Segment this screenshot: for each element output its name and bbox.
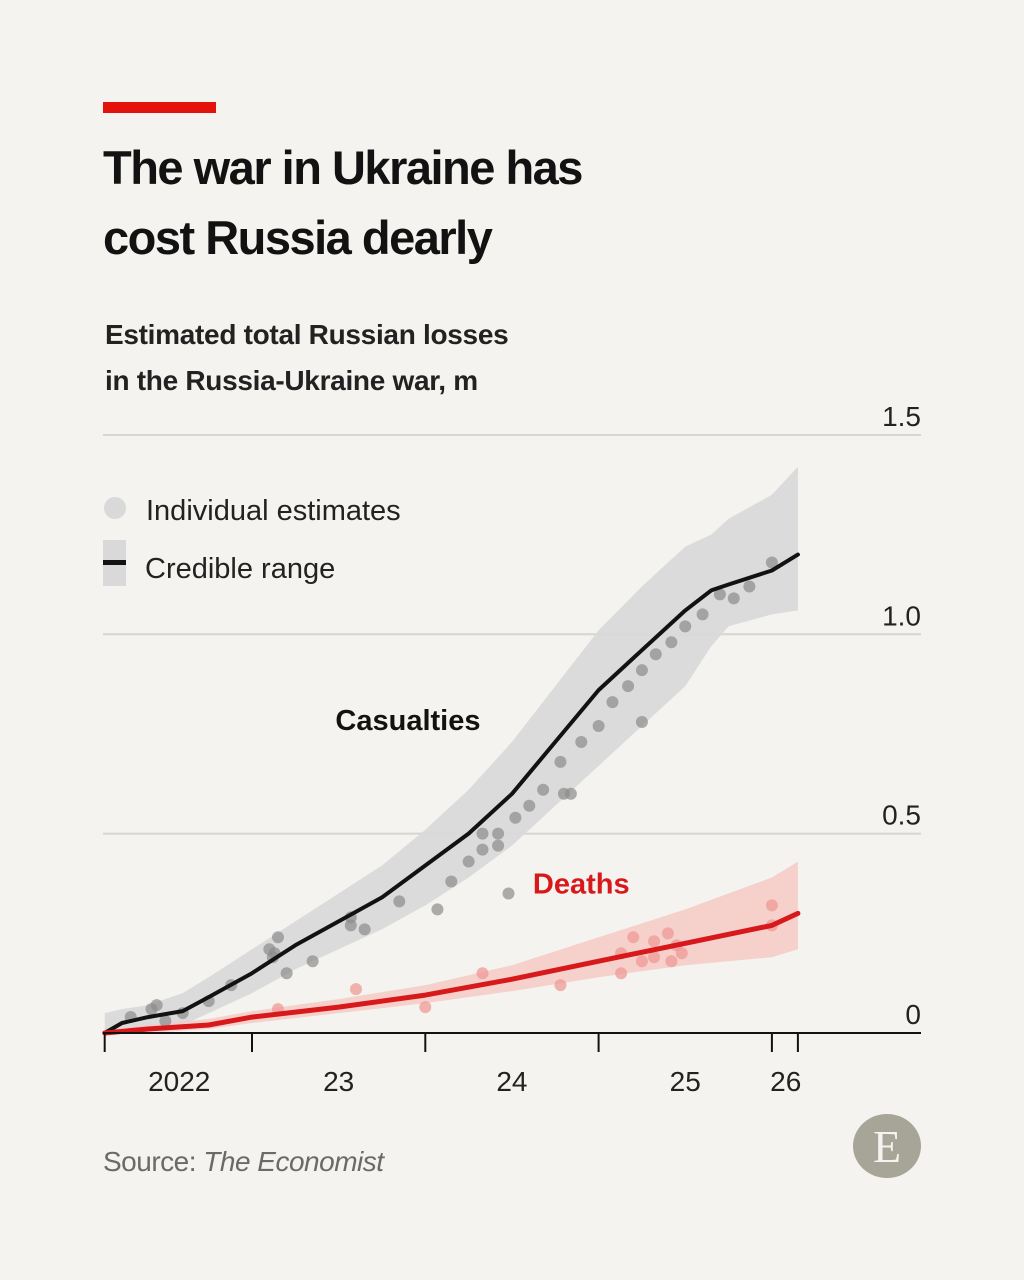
estimate-dot-casualties xyxy=(502,887,515,900)
estimate-dot-casualties xyxy=(649,648,662,661)
estimate-dot-deaths xyxy=(419,1001,432,1014)
y-tick-label: 1.0 xyxy=(882,600,921,631)
x-tick-label: 24 xyxy=(496,1066,527,1097)
estimate-dot-casualties xyxy=(492,839,505,852)
y-axis-labels: 0 0.5 1.0 1.5 xyxy=(882,401,921,1030)
estimate-dot-deaths xyxy=(476,967,489,980)
chart-title: The war in Ukraine has cost Russia dearl… xyxy=(103,133,803,273)
estimate-dot-deaths xyxy=(554,979,567,992)
annotations: Casualties Deaths xyxy=(335,705,629,900)
annotation-casualties: Casualties xyxy=(335,705,480,737)
estimate-dot-casualties xyxy=(509,811,522,824)
estimate-dot-deaths xyxy=(349,983,362,996)
estimate-dot-casualties xyxy=(665,636,678,649)
estimate-dot-casualties xyxy=(492,827,505,840)
legend-dot-icon xyxy=(104,497,126,519)
subtitle-line-2: in the Russia-Ukraine war, m xyxy=(105,365,478,396)
title-line-1: The war in Ukraine has xyxy=(103,141,583,194)
estimate-dot-deaths xyxy=(648,935,661,948)
estimate-dot-casualties xyxy=(462,855,475,868)
source-name: The Economist xyxy=(203,1146,384,1177)
estimate-dot-casualties xyxy=(554,755,567,768)
source-label: Source: xyxy=(103,1146,204,1177)
estimate-dot-casualties xyxy=(622,680,635,693)
legend: Individual estimates Credible range xyxy=(103,495,401,586)
estimate-dot-casualties xyxy=(358,923,371,936)
legend-label-credible-range: Credible range xyxy=(145,553,335,585)
estimate-dot-casualties xyxy=(271,931,284,944)
estimate-dot-casualties xyxy=(635,716,648,729)
economist-logo: E xyxy=(853,1114,921,1178)
credible-band-casualties xyxy=(104,466,798,1033)
y-tick-label: 0 xyxy=(905,999,921,1030)
estimate-dot-casualties xyxy=(592,720,605,733)
estimate-dot-casualties xyxy=(159,1015,172,1028)
estimate-dot-casualties xyxy=(306,955,319,968)
legend-line-icon xyxy=(103,560,126,565)
estimate-dot-deaths xyxy=(765,899,778,912)
x-axis: 2022 23 24 25 26 xyxy=(103,1032,921,1097)
estimate-dot-deaths xyxy=(648,951,661,964)
estimate-dot-deaths xyxy=(675,947,688,960)
source-note: Source: The Economist xyxy=(103,1146,384,1178)
estimate-dot-casualties xyxy=(727,592,740,605)
series-lines xyxy=(102,552,801,1036)
estimate-dot-casualties xyxy=(765,556,778,569)
credible-bands xyxy=(104,466,798,1033)
estimate-dot-casualties xyxy=(445,875,458,888)
annotation-deaths: Deaths xyxy=(533,868,630,900)
chart-subtitle: Estimated total Russian losses in the Ru… xyxy=(105,312,509,404)
estimate-dot-deaths xyxy=(635,955,648,968)
estimate-dot-casualties xyxy=(523,799,536,812)
estimate-dot-casualties xyxy=(743,580,756,593)
estimate-dot-casualties xyxy=(713,588,726,601)
accent-bar xyxy=(103,102,216,113)
x-tick-label: 25 xyxy=(670,1066,701,1097)
subtitle-line-1: Estimated total Russian losses xyxy=(105,319,509,350)
series-line-casualties xyxy=(102,552,800,1035)
estimate-dot-casualties xyxy=(431,903,444,916)
estimate-dot-casualties xyxy=(635,664,648,677)
estimate-dot-deaths xyxy=(665,955,678,968)
estimate-dot-casualties xyxy=(696,608,709,621)
individual-estimates xyxy=(124,556,778,1028)
estimate-dot-casualties xyxy=(393,895,406,908)
y-tick-label: 0.5 xyxy=(882,800,921,831)
estimate-dot-casualties xyxy=(575,735,588,748)
x-tick-label: 26 xyxy=(770,1066,801,1097)
series-line-deaths xyxy=(102,910,801,1036)
x-tick-label: 2022 xyxy=(148,1066,210,1097)
estimate-dot-deaths xyxy=(661,927,674,940)
estimate-dot-casualties xyxy=(606,696,619,709)
title-line-2: cost Russia dearly xyxy=(103,211,493,264)
estimate-dot-casualties xyxy=(476,827,489,840)
estimate-dot-casualties xyxy=(537,783,550,796)
estimate-dot-casualties xyxy=(280,967,293,980)
estimate-dot-deaths xyxy=(615,967,628,980)
estimate-dot-casualties xyxy=(564,787,577,800)
y-tick-label: 1.5 xyxy=(882,401,921,432)
x-tick-label: 23 xyxy=(323,1066,354,1097)
legend-label-individual-estimates: Individual estimates xyxy=(146,495,401,527)
estimate-dot-casualties xyxy=(679,620,692,633)
estimate-dot-casualties xyxy=(476,843,489,856)
estimate-dot-deaths xyxy=(627,931,640,944)
estimate-dot-casualties xyxy=(150,999,163,1012)
